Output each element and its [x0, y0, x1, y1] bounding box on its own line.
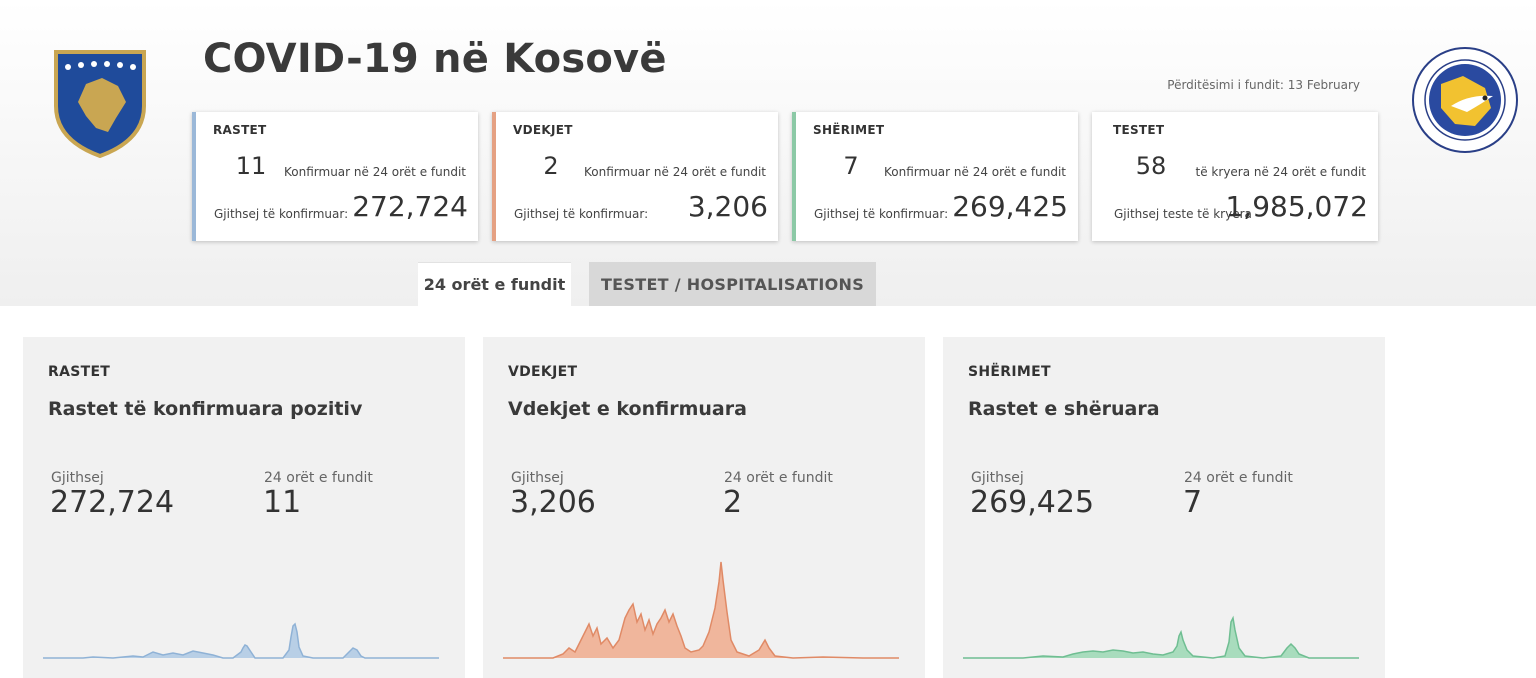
- stat-card-total: 272,724: [352, 190, 468, 223]
- institute-seal-icon: [1412, 47, 1518, 153]
- stat-card-rastet: RASTET 11 Konfirmuar në 24 orët e fundit…: [192, 112, 478, 241]
- sparkline-chart: [503, 561, 899, 659]
- stat-card-24h-caption: Konfirmuar në 24 orët e fundit: [584, 165, 766, 179]
- stat-card-total-caption: Gjithsej teste të kryera: [1114, 207, 1252, 221]
- panel-vdekjet: VDEKJET Vdekjet e konfirmuara Gjithsej 2…: [483, 337, 925, 678]
- panel-title: Vdekjet e konfirmuara: [508, 398, 747, 420]
- stat-card-total: 1,985,072: [1225, 190, 1368, 223]
- stat-card-24h-count: 11: [235, 152, 267, 180]
- stat-card-total: 3,206: [687, 190, 768, 223]
- panel-daily-label: 24 orët e fundit: [724, 470, 833, 486]
- stat-card-vdekjet: VDEKJET 2 Konfirmuar në 24 orët e fundit…: [492, 112, 778, 241]
- panel-tag: VDEKJET: [508, 364, 578, 380]
- stat-card-24h-count: 7: [843, 152, 859, 180]
- page-title: COVID-19 në Kosovë: [203, 36, 667, 82]
- panel-sherimet: SHËRIMET Rastet e shëruara Gjithsej 24 o…: [943, 337, 1385, 678]
- panel-rastet: RASTET Rastet të konfirmuara pozitiv Gji…: [23, 337, 465, 678]
- stat-card-24h-caption: Konfirmuar në 24 orët e fundit: [284, 165, 466, 179]
- panel-daily-value: 11: [263, 485, 302, 520]
- stat-card-24h-caption: Konfirmuar në 24 orët e fundit: [884, 165, 1066, 179]
- panel-total-value: 269,425: [970, 485, 1095, 520]
- panel-tag: RASTET: [48, 364, 111, 380]
- stat-card-testet: TESTET 58 të kryera në 24 orët e fundit …: [1092, 112, 1378, 241]
- panel-total-value: 3,206: [510, 485, 596, 520]
- stat-card-total-caption: Gjithsej të konfirmuar:: [214, 207, 349, 221]
- stat-card-total-caption: Gjithsej të konfirmuar:: [514, 207, 649, 221]
- panel-title: Rastet të konfirmuara pozitiv: [48, 398, 363, 420]
- panel-daily-label: 24 orët e fundit: [1184, 470, 1293, 486]
- stat-card-24h-caption: të kryera në 24 orët e fundit: [1195, 165, 1366, 179]
- panel-tag: SHËRIMET: [968, 364, 1051, 380]
- stat-card-label: VDEKJET: [513, 123, 573, 137]
- sparkline-chart: [963, 615, 1359, 659]
- stat-card-label: SHËRIMET: [813, 123, 885, 137]
- kosovo-emblem-icon: [54, 50, 146, 158]
- panel-daily-value: 2: [723, 485, 743, 520]
- panel-total-label: Gjithsej: [971, 470, 1024, 486]
- panel-total-value: 272,724: [50, 485, 175, 520]
- stat-card-total: 269,425: [952, 190, 1068, 223]
- stat-card-24h-count: 58: [1135, 152, 1167, 180]
- panel-daily-value: 7: [1183, 485, 1203, 520]
- tab-tests-hospitalisations[interactable]: TESTET / HOSPITALISATIONS: [589, 262, 876, 306]
- stat-card-24h-count: 2: [543, 152, 559, 180]
- last-updated: Përditësimi i fundit: 13 February: [1167, 78, 1360, 92]
- panel-title: Rastet e shëruara: [968, 398, 1160, 420]
- sparkline-chart: [43, 622, 439, 659]
- stat-card-label: RASTET: [213, 123, 267, 137]
- stat-card-label: TESTET: [1113, 123, 1165, 137]
- panel-total-label: Gjithsej: [51, 470, 104, 486]
- tab-24h[interactable]: 24 orët e fundit: [418, 262, 571, 306]
- stat-card-sherimet: SHËRIMET 7 Konfirmuar në 24 orët e fundi…: [792, 112, 1078, 241]
- stat-card-total-caption: Gjithsej të konfirmuar:: [814, 207, 949, 221]
- panel-daily-label: 24 orët e fundit: [264, 470, 373, 486]
- panel-total-label: Gjithsej: [511, 470, 564, 486]
